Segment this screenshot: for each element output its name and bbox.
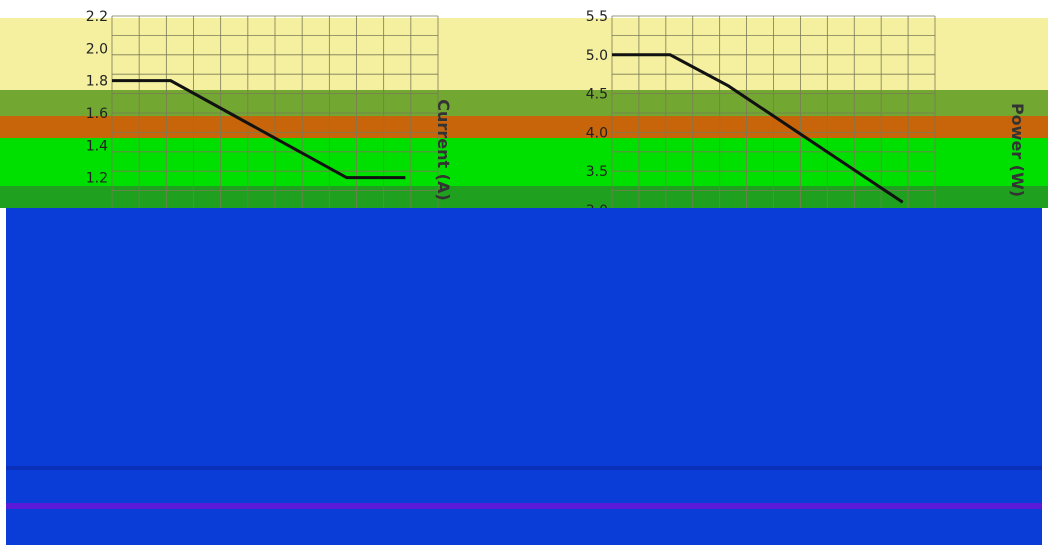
series-line	[612, 53, 904, 204]
y-tick-label: 1.2	[86, 171, 108, 187]
y-axis-title: Current (A)	[434, 99, 453, 200]
y-tick-label: 2.0	[86, 41, 108, 57]
y-tick-label: 4.5	[586, 87, 608, 103]
overlay-stripe-1	[6, 466, 1042, 470]
band-yellow	[0, 18, 1048, 90]
band-dark-green	[0, 186, 1048, 208]
overlay-blue	[6, 208, 1042, 545]
y-tick-label: 2.2	[86, 9, 108, 25]
overlay-stripe-2	[6, 503, 1042, 509]
y-tick-label: 4.0	[586, 125, 608, 141]
y-tick-label: 5.5	[586, 9, 608, 25]
y-axis-title: Power (W)	[1008, 103, 1027, 197]
series-line	[112, 79, 406, 180]
y-tick-label: 1.4	[86, 138, 108, 154]
y-tick-label: 5.0	[586, 48, 608, 64]
y-tick-label: 1.8	[86, 74, 108, 90]
band-olive	[0, 90, 1048, 116]
band-green	[0, 138, 1048, 186]
y-tick-label: 1.6	[86, 106, 108, 122]
y-tick-label: 3.5	[586, 164, 608, 180]
